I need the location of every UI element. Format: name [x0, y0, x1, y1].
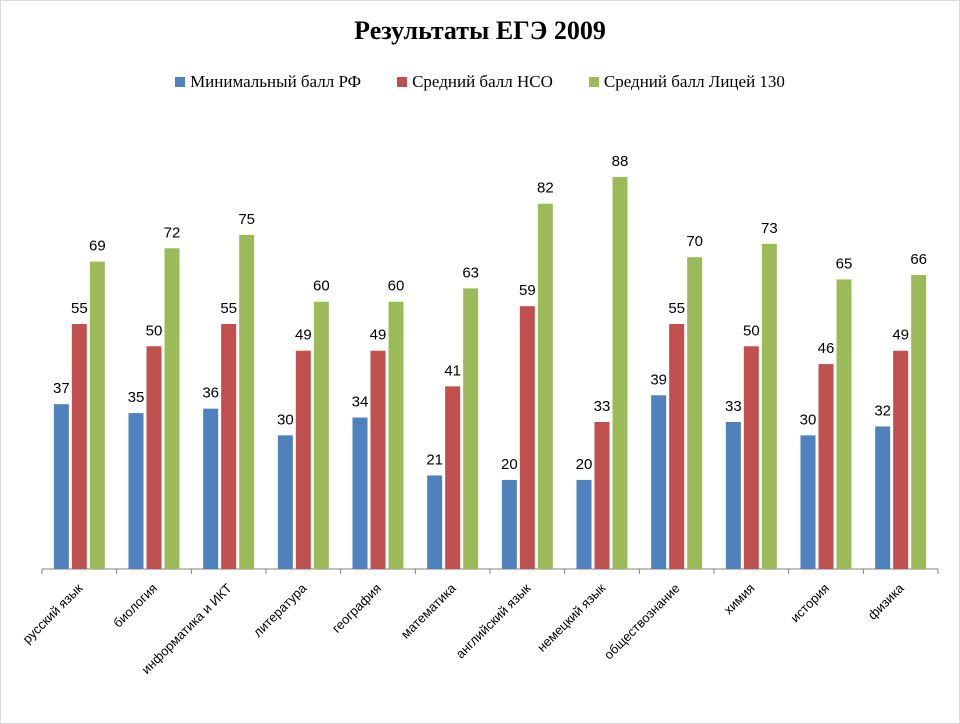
bar-1-10 [725, 422, 741, 569]
data-label-1-3: 36 [202, 385, 219, 402]
data-label-2-2: 50 [146, 322, 163, 339]
data-label-1-2: 35 [128, 389, 145, 406]
data-label-1-8: 20 [576, 456, 593, 473]
data-label-2-6: 41 [444, 362, 461, 379]
data-label-1-10: 33 [725, 398, 742, 415]
data-label-1-9: 39 [650, 371, 667, 388]
bar-1-1 [53, 404, 69, 569]
bar-3-11 [836, 279, 852, 569]
bar-2-8 [594, 422, 610, 569]
category-label-8: немецкий язык [534, 580, 608, 654]
category-label-9: обществознание [601, 581, 683, 663]
data-label-2-7: 59 [519, 282, 536, 299]
bar-3-10 [761, 243, 777, 569]
bar-3-8 [612, 177, 628, 569]
data-label-3-5: 60 [388, 278, 405, 295]
data-label-2-8: 33 [594, 398, 611, 415]
data-label-3-1: 69 [89, 238, 106, 255]
bar-2-2 [146, 346, 162, 569]
data-label-3-12: 66 [910, 251, 927, 268]
bar-3-3 [239, 234, 255, 569]
data-label-2-3: 55 [220, 300, 237, 317]
bar-3-5 [388, 301, 404, 569]
data-label-3-10: 73 [761, 220, 778, 237]
legend-swatch-series-1 [175, 77, 186, 87]
bar-3-7 [537, 203, 553, 569]
bar-2-3 [221, 324, 237, 569]
bar-2-6 [445, 386, 461, 569]
legend-swatch-series-3 [588, 77, 599, 87]
data-label-3-8: 88 [612, 153, 629, 170]
data-label-1-4: 30 [277, 411, 294, 428]
bar-1-3 [203, 408, 219, 569]
data-label-1-7: 20 [501, 456, 518, 473]
category-label-10: химия [721, 581, 758, 618]
bar-2-7 [519, 306, 535, 569]
legend-label-series-2: Средний балл НСО [412, 72, 553, 91]
data-label-3-4: 60 [313, 278, 330, 295]
bar-2-11 [818, 364, 834, 569]
data-label-1-12: 32 [874, 402, 891, 419]
data-label-2-10: 50 [743, 322, 760, 339]
data-label-2-5: 49 [370, 327, 387, 344]
legend-label-series-3: Средний балл Лицей 130 [603, 72, 785, 91]
data-label-2-12: 49 [892, 327, 909, 344]
bar-1-7 [501, 479, 517, 569]
bar-1-4 [277, 435, 293, 569]
category-label-7: английский язык [453, 580, 534, 661]
bar-3-1 [89, 261, 105, 569]
category-label-6: математика [398, 580, 460, 642]
data-label-3-9: 70 [686, 233, 703, 250]
data-label-3-11: 65 [836, 255, 853, 272]
category-label-5: география [329, 581, 384, 636]
bar-2-10 [743, 346, 759, 569]
legend-item-series-2: Средний балл НСО [397, 72, 553, 92]
data-label-3-6: 63 [462, 264, 479, 281]
chart-title: Результаты ЕГЭ 2009 [354, 16, 606, 45]
bar-1-5 [352, 417, 368, 569]
data-label-2-9: 55 [668, 300, 685, 317]
bar-1-12 [875, 426, 891, 569]
bar-2-9 [669, 324, 685, 569]
data-label-1-11: 30 [800, 411, 817, 428]
data-label-3-2: 72 [164, 224, 181, 241]
bar-1-2 [128, 413, 144, 569]
data-label-2-11: 46 [818, 340, 835, 357]
bar-3-2 [164, 248, 180, 570]
bar-1-11 [800, 435, 816, 569]
data-label-2-4: 49 [295, 327, 312, 344]
bar-3-12 [911, 275, 927, 569]
legend-item-series-3: Средний балл Лицей 130 [588, 72, 785, 92]
category-label-11: история [787, 581, 832, 626]
bar-2-12 [893, 350, 909, 569]
data-label-3-3: 75 [238, 211, 255, 228]
data-label-3-7: 82 [537, 180, 554, 197]
category-label-4: литература [250, 580, 310, 640]
bar-1-6 [427, 475, 443, 569]
legend-swatch-series-2 [397, 77, 408, 87]
bar-3-9 [687, 257, 703, 569]
data-label-1-5: 34 [352, 394, 369, 411]
bar-3-6 [463, 288, 479, 569]
category-label-1: русский язык [19, 580, 85, 646]
data-label-1-1: 37 [53, 380, 70, 397]
chart-legend: Минимальный балл РФ Средний балл НСО Сре… [0, 72, 960, 92]
legend-item-series-1: Минимальный балл РФ [175, 72, 361, 92]
data-label-2-1: 55 [71, 300, 88, 317]
bar-2-1 [71, 324, 87, 569]
bar-1-9 [651, 395, 667, 569]
category-label-12: физика [865, 580, 908, 623]
data-label-1-6: 21 [426, 451, 443, 468]
category-label-2: биология [110, 581, 160, 631]
legend-label-series-1: Минимальный балл РФ [190, 72, 362, 91]
bar-1-8 [576, 479, 592, 569]
bar-3-4 [313, 301, 329, 569]
bar-2-4 [295, 350, 311, 569]
bar-2-5 [370, 350, 386, 569]
